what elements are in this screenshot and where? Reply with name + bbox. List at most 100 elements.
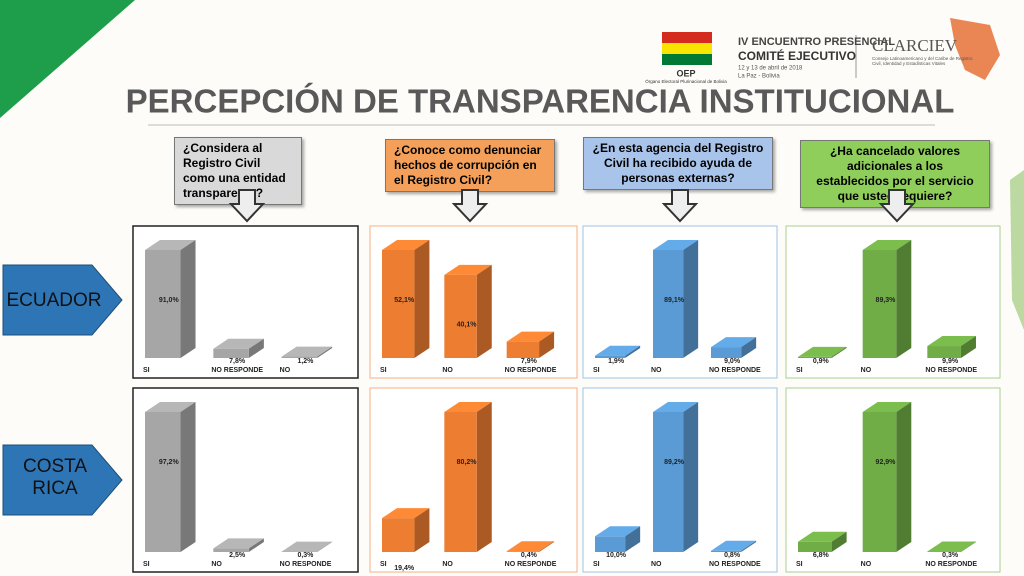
value-label: 0,3% [942,552,959,559]
value-label: 10,0% [606,552,627,559]
bar-side [180,402,196,552]
value-label: 91,0% [159,297,180,304]
bar-side [414,240,430,358]
bar-top [506,331,555,342]
bar-side [317,541,333,552]
bar-side [960,541,976,552]
logo-map [950,18,1000,80]
value-label: 7,9% [521,358,538,365]
bar-top [382,508,430,519]
bar [444,274,477,358]
question: ¿En esta agencia del Registro Civil ha r… [583,137,773,190]
value-label: 1,2% [297,358,314,365]
category-label: NO [211,561,222,568]
event-place: La Paz - Bolivia [738,74,780,80]
oep-full: Órgano Electoral Plurinacional de Bolivi… [645,78,727,84]
category-label: NO RESPONDE [709,367,761,374]
category-label: NO RESPONDE [211,367,263,374]
bar-side [683,402,699,552]
bar [653,250,684,358]
value-label: 52,1% [394,297,415,304]
value-label: 92,9% [876,459,897,466]
event: COMITÉ EJECUTIVO [738,48,856,63]
value-label: 7,8% [229,358,246,365]
bar-side [539,541,555,552]
value-label: 1,9% [608,358,625,365]
down-arrow [878,189,916,223]
org-full: Consejo Latinoamericano y del Caribe de … [872,56,973,66]
bar [444,412,477,552]
bar-top [382,240,430,250]
value-label: 89,3% [876,297,897,304]
bar-top [927,336,976,347]
bar [506,551,540,552]
bar [711,550,742,552]
value-label: 89,1% [664,297,685,304]
value-label: 19,4% [394,565,415,572]
bar [653,412,684,552]
bar-side [625,526,641,552]
bar-top [213,338,264,349]
category-label: NO [442,367,453,374]
bar-top [927,541,976,552]
bar [711,347,742,358]
down-arrow [451,189,489,223]
bar-top [595,526,641,537]
bar-top [798,346,847,357]
bar [281,356,318,358]
value-label: 0,9% [813,358,830,365]
category-label: NO [651,367,662,374]
bar-side [476,264,492,358]
down-arrow [228,189,266,223]
bar [506,341,540,358]
bar-top [711,540,757,551]
category-label: NO [861,561,872,568]
category-label: SI [593,561,600,568]
bar-top [653,402,699,412]
bar [862,412,897,552]
bar [145,412,181,552]
bar-side [414,508,430,552]
bar-top [145,240,196,250]
bar [213,548,249,552]
bar [595,536,626,552]
bar [798,541,832,552]
bar-side [896,240,912,358]
bar-top [798,531,847,542]
value-label: 0,8% [724,552,741,559]
bar-side [476,402,492,552]
country-label: ECUADOR [6,290,102,311]
bar-top [506,541,555,552]
flag [662,43,712,54]
bar-top [281,541,333,552]
value-label: 6,8% [813,552,830,559]
corner-shape [0,0,135,118]
bar-side [180,240,196,358]
bar [145,250,181,358]
bar-side [317,346,333,358]
category-label: NO RESPONDE [925,561,977,568]
bar-top [444,402,492,412]
bar-top [595,345,641,356]
category-label: SI [380,561,387,568]
bar-top [653,240,699,250]
value-label: 9,9% [942,358,959,365]
category-label: NO RESPONDE [280,561,332,568]
event-date: 12 y 13 de abril de 2018 [738,66,803,72]
bar-side [831,346,847,358]
bar-side [831,531,847,552]
bar-side [896,402,912,552]
category-label: SI [593,367,600,374]
bar [382,518,415,552]
bar [382,250,415,358]
bar-side [625,345,641,358]
category-label: SI [796,367,803,374]
category-label: NO RESPONDE [505,367,557,374]
value-label: 2,5% [229,552,246,559]
org-full-box: Consejo Latinoamericano y del Caribe de … [872,56,973,66]
category-label: SI [143,561,150,568]
value-label: 80,2% [457,459,478,466]
value-label: 0,3% [297,552,314,559]
category-label: NO RESPONDE [709,561,761,568]
